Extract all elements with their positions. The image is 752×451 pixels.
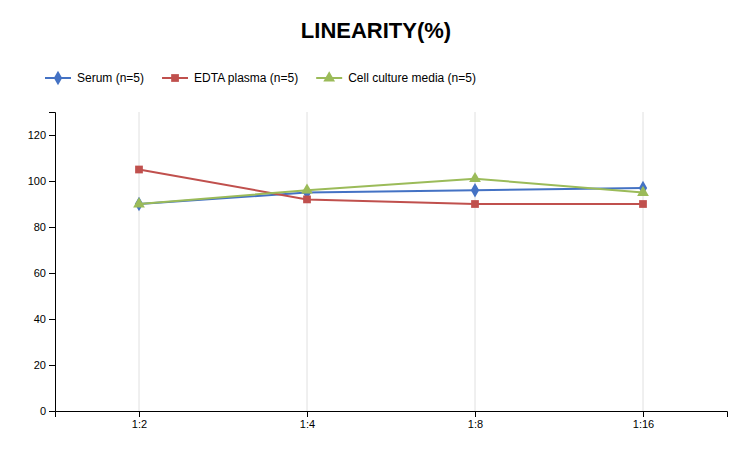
x-tick-mark [643,411,644,417]
series [133,172,649,207]
y-tick-label: 60 [34,267,46,279]
x-tick: 1:2 [132,411,147,430]
title: LINEARITY(%) [301,18,451,43]
marker [301,183,313,193]
grid-line [139,112,140,411]
marker [135,166,143,174]
legend-item: EDTA plasma (n=5) [162,71,298,85]
x-tick: 1:16 [633,411,654,430]
x-tick-label: 1:8 [468,418,483,430]
line [139,170,643,205]
grid-line [307,112,308,411]
legend-marker [171,74,179,82]
x-tick-mark [475,411,476,417]
grid [139,112,643,411]
y-tick-label: 40 [34,313,46,325]
chart: LINEARITY(%) 1:2 1:4 1:8 1:16 0 20 40 60 80 100 120… [0,0,752,451]
y-tick-label: 0 [40,405,46,417]
legend-item: Serum (n=5) [45,71,144,85]
y-tick-mark [49,181,55,182]
grid-line [643,112,644,411]
y-tick: 120 [28,129,55,141]
marker [639,200,647,208]
x-tick: 1:4 [300,411,315,430]
y-tick-label: 120 [28,129,46,141]
x-tick-label: 1:4 [300,418,315,430]
marker [471,183,479,197]
y-tick-mark [49,319,55,320]
line [139,179,643,204]
grid-line [475,112,476,411]
x-tick-mark [307,411,308,417]
y-tick-mark [49,135,55,136]
marker [133,197,145,207]
plot-area [133,166,649,212]
marker [637,186,649,196]
y-tick-mark [49,365,55,366]
legend-label: EDTA plasma (n=5) [194,71,298,85]
legend-marker [54,71,62,85]
legend-marker [323,71,335,81]
x-axis: 1:2 1:4 1:8 1:16 [56,411,728,430]
y-tick: 0 [40,405,55,417]
x-tick: 1:8 [468,411,483,430]
legend-label: Cell culture media (n=5) [348,71,476,85]
legend-item: Cell culture media (n=5) [316,71,476,85]
x-tick-label: 1:2 [132,418,147,430]
y-tick: 80 [34,221,55,233]
legend-label: Serum (n=5) [77,71,144,85]
y-tick-mark [49,273,55,274]
x-axis-line [56,412,728,418]
y-tick-label: 100 [28,175,46,187]
y-tick-mark [49,227,55,228]
y-tick: 40 [34,313,55,325]
y-tick-mark [49,411,55,412]
y-tick: 100 [28,175,55,187]
x-tick-label: 1:16 [633,418,654,430]
x-tick-mark [139,411,140,417]
y-axis-line [49,113,56,412]
y-tick: 60 [34,267,55,279]
y-axis: 0 20 40 60 80 100 120 [28,113,56,418]
legend: Serum (n=5) EDTA plasma (n=5) Cell culture… [45,71,476,85]
marker [469,172,481,182]
y-tick-label: 20 [34,359,46,371]
series [135,166,647,208]
y-tick: 20 [34,359,55,371]
marker [303,196,311,204]
marker [471,200,479,208]
y-tick-label: 80 [34,221,46,233]
